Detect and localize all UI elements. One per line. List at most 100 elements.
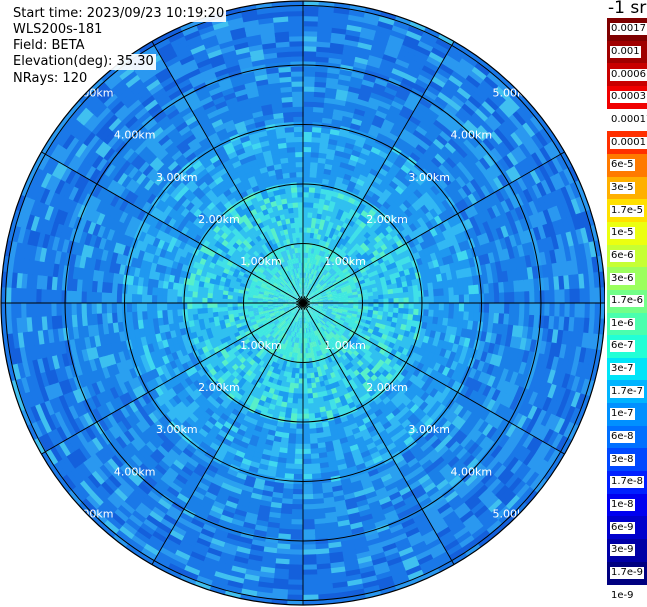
radar-cell <box>339 273 346 279</box>
radar-cell <box>287 304 294 307</box>
radar-cell <box>448 303 455 312</box>
radar-cell <box>290 308 296 313</box>
radar-cell <box>295 272 298 279</box>
radar-cell <box>273 320 280 326</box>
radar-cell <box>366 284 373 290</box>
radar-cell <box>272 248 279 256</box>
radar-cell <box>318 333 324 340</box>
radar-cell <box>263 292 269 296</box>
radar-cell <box>304 262 308 268</box>
radar-cell <box>344 282 351 287</box>
radar-cell <box>306 337 310 344</box>
radar-cell <box>288 295 294 299</box>
radar-cell <box>291 499 303 505</box>
radar-cell <box>306 283 310 289</box>
radar-cell <box>305 348 309 354</box>
radar-cell <box>297 322 300 329</box>
radar-cell <box>304 317 307 324</box>
radar-cell <box>274 272 280 279</box>
radar-cell <box>317 322 323 328</box>
radar-cell <box>443 295 450 304</box>
radar-cell <box>308 262 312 269</box>
radar-cell <box>309 257 313 264</box>
radar-cell <box>257 298 263 301</box>
radar-cell <box>305 287 308 294</box>
radar-cell <box>303 201 309 208</box>
radar-cell <box>296 272 300 279</box>
radar-cell <box>298 282 301 289</box>
radar-cell <box>242 327 250 333</box>
radar-cell <box>303 257 306 263</box>
radar-cell <box>305 257 308 263</box>
radar-cell <box>290 315 295 321</box>
radar-cell <box>319 338 324 345</box>
radar-cell <box>323 336 328 343</box>
radar-cell <box>267 299 273 302</box>
radar-cell <box>268 270 275 277</box>
radar-cell <box>296 312 300 318</box>
radar-cell <box>304 343 308 349</box>
radar-cell <box>332 309 339 313</box>
radar-cell <box>352 308 359 312</box>
radar-cell <box>272 296 279 300</box>
radar-cell <box>347 292 354 297</box>
radar-cell <box>258 288 265 293</box>
radar-cell <box>295 232 300 238</box>
radar-cell <box>277 316 283 322</box>
radar-cell <box>327 274 334 280</box>
radar-cell <box>331 279 338 284</box>
radar-cell <box>314 346 319 353</box>
radar-cell <box>340 265 347 272</box>
radar-cell <box>304 312 306 319</box>
radar-cell <box>296 413 303 420</box>
radar-cell <box>106 302 112 314</box>
radar-cell <box>273 291 280 296</box>
radar-cell <box>292 96 304 102</box>
radar-cell <box>252 294 259 299</box>
radar-cell <box>305 327 308 334</box>
radar-cell <box>303 176 311 183</box>
radar-cell <box>279 282 285 288</box>
radar-cell <box>287 300 294 302</box>
radar-cell <box>320 245 326 252</box>
radar-cell <box>308 272 312 279</box>
radar-cell <box>299 307 302 314</box>
radar-cell <box>413 296 420 304</box>
radar-cell <box>353 278 360 284</box>
radar-cell <box>269 349 276 356</box>
radar-cell <box>292 237 297 244</box>
radar-cell <box>324 358 330 365</box>
radar-cell <box>284 254 290 261</box>
radar-cell <box>282 306 289 309</box>
radar-cell <box>413 303 420 310</box>
radar-cell <box>274 334 280 341</box>
radar-cell <box>302 473 313 480</box>
radar-cell <box>331 322 338 328</box>
radar-cell <box>288 313 293 319</box>
radar-cell <box>263 268 270 275</box>
radar-cell <box>288 306 294 309</box>
radar-cell <box>281 327 287 334</box>
radar-cell <box>292 301 298 303</box>
radar-cell <box>267 265 273 271</box>
radar-cell <box>328 267 334 274</box>
radar-cell <box>300 282 303 288</box>
radar-cell <box>332 297 339 300</box>
radar-cell <box>331 263 338 270</box>
radar-cell <box>348 321 356 326</box>
radar-cell <box>319 287 325 293</box>
radar-cell <box>312 304 319 306</box>
radar-cell <box>302 448 311 455</box>
radar-cell <box>275 253 281 260</box>
radar-cell <box>320 326 326 333</box>
radar-cell <box>305 252 309 258</box>
radar-cell <box>251 323 259 329</box>
radar-cell <box>312 296 318 300</box>
radar-cell <box>298 312 301 319</box>
radar-cell <box>300 348 303 354</box>
radar-cell <box>329 285 335 290</box>
radar-cell <box>338 270 345 277</box>
radar-cell <box>325 322 331 328</box>
radar-cell <box>312 306 318 310</box>
radar-cell <box>463 294 470 304</box>
